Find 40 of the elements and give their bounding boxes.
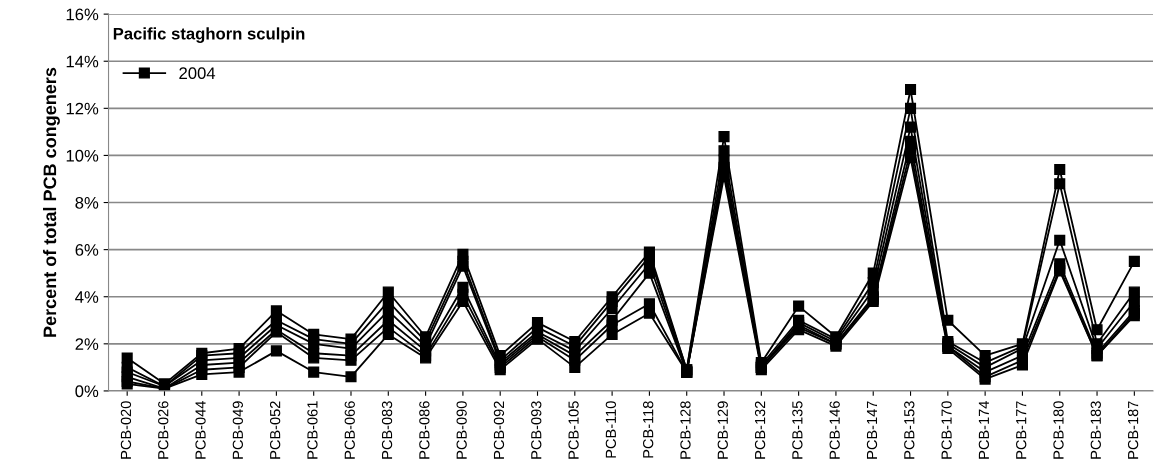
- x-tick-label: PCB-092: [493, 401, 505, 459]
- y-tick-label: 0%: [75, 385, 99, 398]
- x-tick-label: PCB-147: [866, 401, 878, 459]
- text: Pacific staghorn sculpin: [113, 27, 305, 43]
- y-axis-title: Percent of total PCB congeners: [42, 67, 60, 337]
- x-tick-label: PCB-083: [381, 401, 393, 459]
- x-tick-label: PCB-093: [531, 401, 542, 459]
- legend-label: 2004: [179, 67, 216, 80]
- x-tick-label: PCB-177: [1016, 401, 1027, 459]
- y-tick-label: 16%: [66, 8, 99, 21]
- x-tick-label: PCB-180: [1053, 401, 1064, 459]
- x-tick-label: PCB-061: [307, 401, 318, 459]
- x-tick-label: PCB-187: [1127, 401, 1139, 459]
- y-tick-label: 10%: [66, 149, 99, 162]
- y-tick-label: 4%: [75, 291, 99, 303]
- x-tick-label: PCB-174: [978, 401, 990, 459]
- x-tick-label: PCB-020: [120, 401, 132, 459]
- x-tick-label: PCB-183: [1090, 401, 1101, 459]
- x-tick-label: PCB-066: [344, 401, 355, 459]
- x-tick-label: PCB-118: [643, 401, 654, 458]
- x-tick-label: PCB-090: [456, 401, 467, 459]
- x-tick-label: PCB-128: [680, 401, 691, 459]
- y-tick-label: 8%: [75, 196, 99, 209]
- y-tick-label: 14%: [66, 55, 99, 68]
- x-tick-label: PCB-146: [829, 401, 840, 459]
- x-tick-label: PCB-105: [568, 401, 579, 459]
- x-tick-label: PCB-052: [269, 401, 281, 459]
- x-tick-label: PCB-049: [232, 401, 243, 459]
- x-tick-label: PCB-153: [904, 401, 915, 459]
- y-tick-label: 2%: [75, 338, 99, 350]
- x-tick-label: PCB-044: [195, 401, 206, 459]
- y-tick-label: 6%: [75, 244, 99, 256]
- x-tick-label: PCB-135: [792, 401, 803, 459]
- x-tick-label: PCB-129: [717, 401, 728, 459]
- x-tick-label: PCB-132: [754, 401, 766, 459]
- x-tick-label: PCB-110: [605, 401, 617, 458]
- x-tick-label: PCB-026: [158, 401, 169, 459]
- x-tick-label: PCB-086: [419, 401, 430, 459]
- x-tick-label: PCB-170: [941, 401, 952, 459]
- y-tick-label: 12%: [66, 102, 99, 115]
